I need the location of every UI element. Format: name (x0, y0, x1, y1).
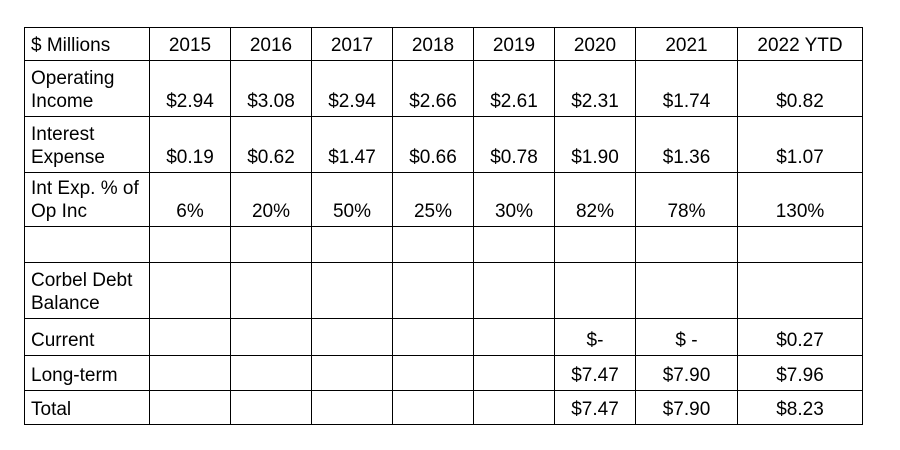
table-cell: $1.47 (311, 116, 393, 173)
table-cell: $2.94 (311, 60, 393, 117)
table-cell (230, 355, 312, 391)
table-cell: $7.47 (554, 355, 636, 391)
header-cell: 2017 (311, 27, 393, 61)
table-row: Total $7.47 $7.90 $8.23 (24, 390, 863, 425)
table-cell: $1.36 (635, 116, 738, 173)
header-cell: 2022 YTD (737, 27, 863, 61)
table-cell: $7.96 (737, 355, 863, 391)
table-cell (230, 390, 312, 425)
table-cell: 50% (311, 172, 393, 227)
table-cell: $8.23 (737, 390, 863, 425)
table-cell (392, 262, 474, 319)
table-cell: $0.78 (473, 116, 555, 173)
row-label: Int Exp. % of Op Inc (24, 172, 150, 227)
header-row: $ Millions 2015 2016 2017 2018 2019 2020… (24, 27, 863, 61)
row-label: Corbel Debt Balance (24, 262, 150, 319)
header-cell: $ Millions (24, 27, 150, 61)
table-cell: 82% (554, 172, 636, 227)
table-cell (473, 262, 555, 319)
table-cell (311, 390, 393, 425)
table-cell: $1.74 (635, 60, 738, 117)
table-cell (473, 390, 555, 425)
table-cell (311, 318, 393, 356)
row-label (24, 226, 150, 263)
table-cell: $2.66 (392, 60, 474, 117)
table-cell: $1.07 (737, 116, 863, 173)
table-cell: 30% (473, 172, 555, 227)
table-cell: $0.19 (149, 116, 231, 173)
table-cell: 20% (230, 172, 312, 227)
table-cell (230, 318, 312, 356)
table-cell (473, 355, 555, 391)
table-cell (230, 226, 312, 263)
financial-table: $ Millions 2015 2016 2017 2018 2019 2020… (24, 27, 863, 425)
table-cell: $0.62 (230, 116, 312, 173)
table-cell (473, 226, 555, 263)
table-cell (149, 390, 231, 425)
table-cell (737, 226, 863, 263)
table-cell (554, 226, 636, 263)
table-cell (635, 262, 738, 319)
table-cell: $0.27 (737, 318, 863, 356)
table-cell (149, 226, 231, 263)
table-cell: $0.66 (392, 116, 474, 173)
table-cell: $7.90 (635, 390, 738, 425)
table-cell: $0.82 (737, 60, 863, 117)
table-cell: $2.31 (554, 60, 636, 117)
table-row (24, 226, 863, 263)
table-cell (149, 262, 231, 319)
header-cell: 2020 (554, 27, 636, 61)
row-label: Interest Expense (24, 116, 150, 173)
table-cell (554, 262, 636, 319)
table-row: Corbel Debt Balance (24, 262, 863, 319)
table-cell (392, 390, 474, 425)
table-cell (392, 226, 474, 263)
table-cell: $- (554, 318, 636, 356)
table-cell: 78% (635, 172, 738, 227)
table-cell: 130% (737, 172, 863, 227)
table-cell (311, 262, 393, 319)
table-row: Operating Income $2.94 $3.08 $2.94 $2.66… (24, 60, 863, 117)
table-row: Interest Expense $0.19 $0.62 $1.47 $0.66… (24, 116, 863, 173)
row-label: Total (24, 390, 150, 425)
table-cell (473, 318, 555, 356)
header-cell: 2021 (635, 27, 738, 61)
row-label: Current (24, 318, 150, 356)
table-cell (311, 355, 393, 391)
table-cell: $1.90 (554, 116, 636, 173)
table-cell: $3.08 (230, 60, 312, 117)
table-cell (737, 262, 863, 319)
table-cell: $7.47 (554, 390, 636, 425)
table-cell (635, 226, 738, 263)
table-cell (149, 318, 231, 356)
header-cell: 2015 (149, 27, 231, 61)
table-cell: $7.90 (635, 355, 738, 391)
table-cell: $2.94 (149, 60, 231, 117)
row-label: Long-term (24, 355, 150, 391)
table-row: Int Exp. % of Op Inc 6% 20% 50% 25% 30% … (24, 172, 863, 227)
table-cell (392, 355, 474, 391)
table-cell (230, 262, 312, 319)
table-cell (392, 318, 474, 356)
table-row: Current $- $ - $0.27 (24, 318, 863, 356)
table-cell (311, 226, 393, 263)
header-cell: 2018 (392, 27, 474, 61)
table-cell: $ - (635, 318, 738, 356)
table-cell: 25% (392, 172, 474, 227)
table-cell: 6% (149, 172, 231, 227)
table-cell (149, 355, 231, 391)
table-cell: $2.61 (473, 60, 555, 117)
table-row: Long-term $7.47 $7.90 $7.96 (24, 355, 863, 391)
header-cell: 2016 (230, 27, 312, 61)
row-label: Operating Income (24, 60, 150, 117)
header-cell: 2019 (473, 27, 555, 61)
